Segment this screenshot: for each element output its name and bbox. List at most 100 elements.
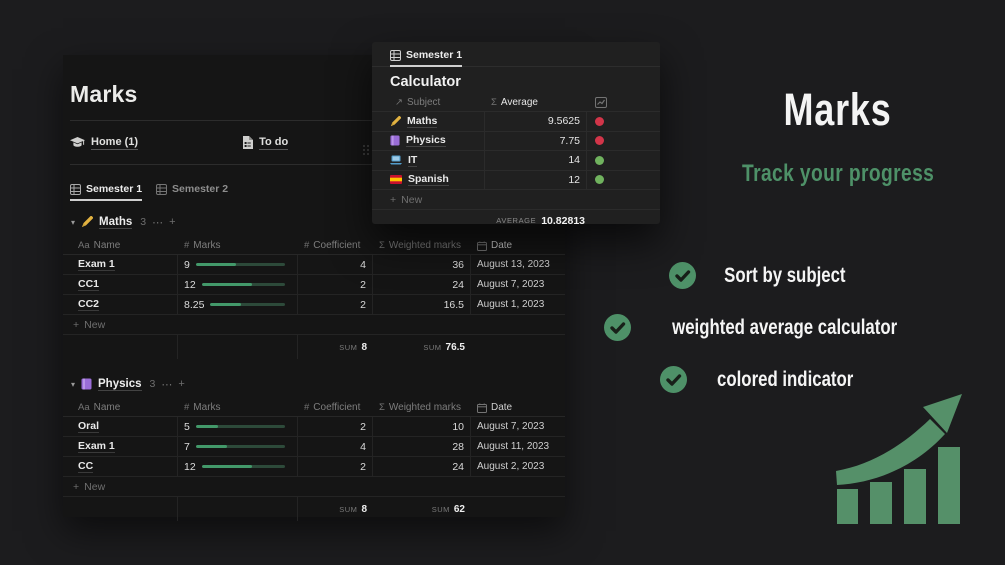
row-name[interactable]: Exam 1: [78, 440, 115, 453]
popup-table-header: ↗ Subject Σ Average: [372, 94, 660, 111]
formula-type-icon: Σ: [379, 240, 385, 251]
divider: [70, 120, 565, 121]
subject-name[interactable]: Maths: [407, 114, 438, 128]
check-circle-icon: [659, 366, 687, 393]
weighted-sum[interactable]: SUM 76.5: [423, 341, 465, 353]
rollup-icon: Σ: [491, 97, 497, 108]
nav-item-todo[interactable]: To do: [242, 135, 289, 150]
average-total: 10.82813: [541, 214, 585, 227]
row-name[interactable]: CC: [78, 460, 94, 473]
popup-row[interactable]: Physics 7.75: [372, 130, 660, 150]
popup-view-tabs: Semester 1: [372, 42, 660, 67]
nav-item-home[interactable]: Home (1): [70, 135, 139, 150]
weighted-value: 36: [373, 255, 471, 274]
more-options-icon[interactable]: ⋯: [161, 378, 173, 391]
group-maths: ▾ Maths 3 ⋯ + Aa Name # Marks # Coefficient…: [63, 213, 565, 359]
status-dot-red: [595, 136, 604, 146]
average-value: 7.75: [485, 131, 587, 150]
weighted-value: 24: [373, 457, 471, 476]
marks-progress-bar: [210, 303, 285, 306]
group-maths-header: ▾ Maths 3 ⋯ +: [63, 213, 565, 231]
tab-semester-2[interactable]: Semester 2: [156, 183, 228, 201]
tab-semester-1-label[interactable]: Semester 1: [86, 183, 143, 195]
col-marks[interactable]: Marks: [193, 402, 221, 413]
col-coefficient[interactable]: Coefficient: [313, 240, 361, 251]
spain-flag-icon: [390, 175, 402, 185]
marks-value: 12: [184, 278, 196, 291]
weighted-sum[interactable]: SUM 62: [431, 503, 465, 515]
group-row-count: 3: [149, 378, 156, 390]
collapse-toggle-icon[interactable]: ▾: [71, 379, 76, 389]
text-type-icon: Aa: [78, 402, 90, 413]
average-value: 12: [485, 170, 587, 189]
table-row[interactable]: Exam 1 9 4 36 August 13, 2023: [63, 255, 565, 275]
subject-name[interactable]: Spanish: [408, 173, 449, 187]
graduation-cap-icon: [70, 136, 85, 149]
col-weighted[interactable]: Weighted marks: [388, 402, 461, 413]
popup-row[interactable]: Maths 9.5625: [372, 111, 660, 131]
date-value[interactable]: August 11, 2023: [477, 441, 550, 452]
coefficient-sum[interactable]: SUM 8: [339, 503, 367, 515]
coefficient-sum[interactable]: SUM 8: [339, 341, 367, 353]
col-name[interactable]: Name: [93, 402, 121, 413]
collapse-toggle-icon[interactable]: ▾: [71, 217, 76, 227]
date-value[interactable]: August 7, 2023: [477, 421, 545, 432]
col-subject[interactable]: Subject: [406, 97, 441, 108]
row-name[interactable]: CC2: [78, 298, 100, 311]
group-row-count: 3: [140, 216, 147, 228]
marks-progress-bar: [195, 425, 285, 428]
popup-row[interactable]: IT 14: [372, 150, 660, 170]
tab-semester-1[interactable]: Semester 1: [70, 183, 143, 201]
number-type-icon: #: [184, 240, 190, 251]
subject-name[interactable]: Physics: [406, 134, 446, 148]
group-physics-title[interactable]: Physics: [98, 377, 142, 391]
group-maths-title[interactable]: Maths: [99, 215, 133, 229]
nav-home-label[interactable]: Home (1): [91, 135, 139, 150]
col-date[interactable]: Date: [491, 402, 513, 413]
row-name[interactable]: Oral: [78, 420, 100, 433]
drag-handle-icon[interactable]: [363, 145, 369, 155]
new-row-button[interactable]: + New: [372, 189, 660, 209]
col-date[interactable]: Date: [491, 240, 513, 251]
chart-icon: [595, 97, 607, 108]
table-row[interactable]: CC1 12 2 24 August 7, 2023: [63, 275, 565, 295]
row-name[interactable]: Exam 1: [78, 258, 115, 271]
col-average[interactable]: Average: [500, 97, 538, 108]
tab-semester-2-label[interactable]: Semester 2: [172, 183, 229, 195]
average-footer[interactable]: AVERAGE 10.82813: [372, 209, 660, 231]
sum-row: SUM 8 SUM 62: [63, 497, 565, 521]
date-value[interactable]: August 7, 2023: [477, 279, 545, 290]
nav-todo-label[interactable]: To do: [259, 135, 289, 150]
col-name[interactable]: Name: [93, 240, 121, 251]
new-row-button[interactable]: + New: [63, 477, 565, 497]
date-value[interactable]: August 1, 2023: [477, 299, 545, 310]
feature-sort-by-subject: Sort by subject: [669, 262, 861, 289]
more-options-icon[interactable]: ⋯: [152, 216, 164, 229]
col-marks[interactable]: Marks: [193, 240, 221, 251]
table-row[interactable]: Exam 1 7 4 28 August 11, 2023: [63, 437, 565, 457]
purple-book-icon: [81, 378, 92, 390]
add-row-icon[interactable]: +: [169, 216, 176, 228]
table-row[interactable]: Oral 5 2 10 August 7, 2023: [63, 417, 565, 437]
col-coefficient[interactable]: Coefficient: [313, 402, 361, 413]
row-name[interactable]: CC1: [78, 278, 100, 291]
add-row-icon[interactable]: +: [178, 378, 185, 390]
pencil-icon: [81, 216, 94, 228]
subject-name[interactable]: IT: [408, 153, 418, 167]
group-physics: ▾ Physics 3 ⋯ + Aa Name # Marks # Coefficie…: [63, 375, 565, 521]
table-header: Aa Name # Marks # Coefficient Σ Weighted mar…: [63, 237, 565, 255]
purple-book-icon: [390, 135, 400, 146]
new-row-button[interactable]: + New: [63, 315, 565, 335]
col-weighted[interactable]: Weighted marks: [388, 240, 461, 251]
weighted-value: 28: [373, 437, 471, 456]
status-dot-green: [595, 155, 604, 165]
date-value[interactable]: August 2, 2023: [477, 461, 545, 472]
popup-tab-semester-1[interactable]: Semester 1: [390, 49, 463, 67]
todo-page-icon: [242, 136, 254, 149]
table-row[interactable]: CC2 8.25 2 16.5 August 1, 2023: [63, 295, 565, 315]
promo-title: Marks: [783, 84, 893, 135]
date-value[interactable]: August 13, 2023: [477, 259, 550, 270]
popup-row[interactable]: Spanish 12: [372, 169, 660, 189]
table-row[interactable]: CC 12 2 24 August 2, 2023: [63, 457, 565, 477]
formula-type-icon: Σ: [379, 402, 385, 413]
